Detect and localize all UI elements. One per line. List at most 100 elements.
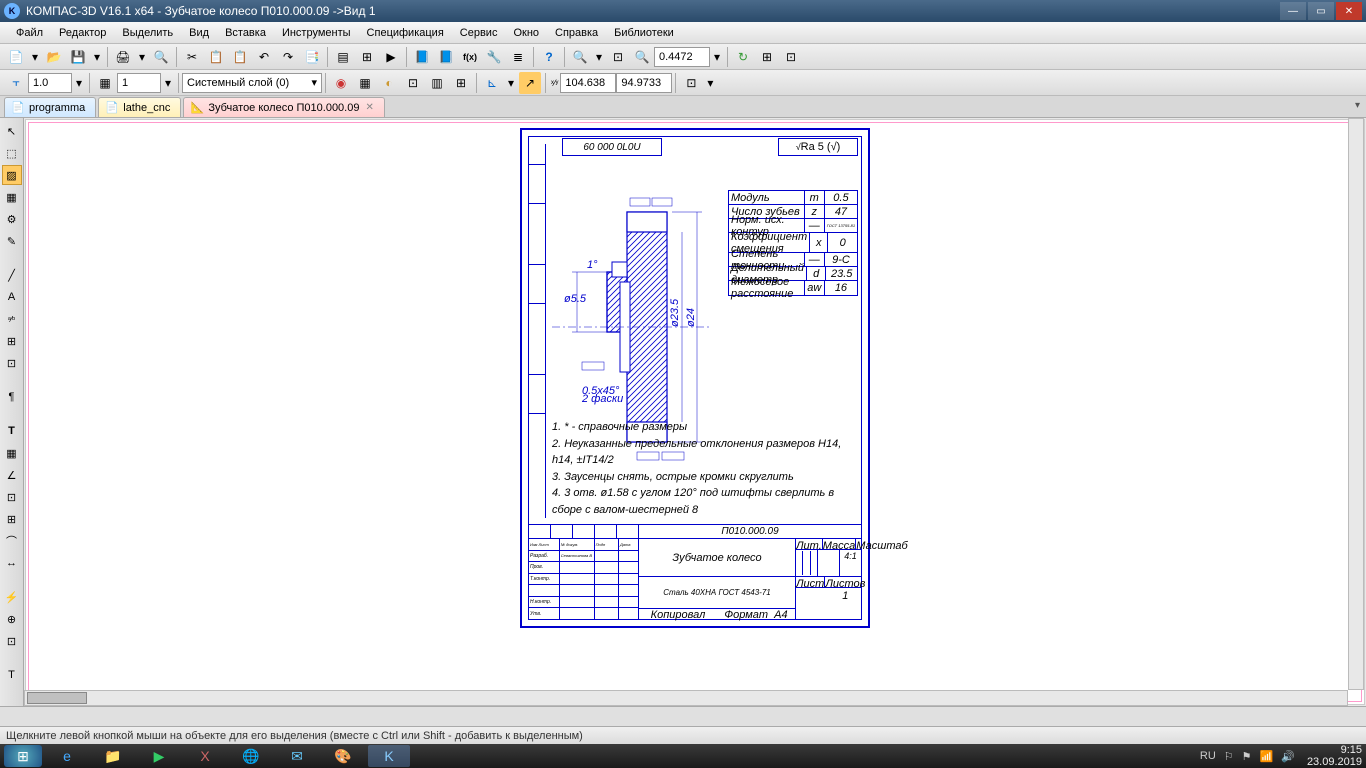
- print-drop-icon[interactable]: ▾: [136, 46, 148, 68]
- list-icon[interactable]: ▤: [332, 46, 354, 68]
- step-input[interactable]: [28, 73, 72, 93]
- menu-editor[interactable]: Редактор: [51, 25, 114, 41]
- open-icon[interactable]: 📂: [43, 46, 65, 68]
- extra1-icon[interactable]: ⊡: [680, 72, 702, 94]
- menu-help[interactable]: Справка: [547, 25, 606, 41]
- lt-tri-icon[interactable]: A: [2, 287, 22, 307]
- taskbar-ie-icon[interactable]: e: [46, 745, 88, 767]
- coord-x-input[interactable]: [560, 73, 616, 93]
- grid-icon[interactable]: ⊞: [356, 46, 378, 68]
- coord-icon[interactable]: ↗: [519, 72, 541, 94]
- taskbar-paint-icon[interactable]: 🎨: [322, 745, 364, 767]
- cut-icon[interactable]: ✂: [181, 46, 203, 68]
- menu-file[interactable]: Файл: [8, 25, 51, 41]
- tab-lathe[interactable]: 📄 lathe_cnc: [98, 97, 181, 117]
- coord-y-input[interactable]: [616, 73, 672, 93]
- start-button[interactable]: ⊞: [4, 745, 42, 767]
- menu-spec[interactable]: Спецификация: [359, 25, 452, 41]
- step-drop-icon[interactable]: ▾: [73, 72, 85, 94]
- lt-frac-icon[interactable]: ᵃ⁄ᵇ: [2, 309, 22, 329]
- menu-service[interactable]: Сервис: [452, 25, 506, 41]
- p4-icon[interactable]: ⊡: [402, 72, 424, 94]
- tabs-overflow-icon[interactable]: ▾: [1355, 100, 1360, 111]
- lt-dim-icon[interactable]: ↔: [2, 553, 22, 573]
- taskbar-x-icon[interactable]: X: [184, 745, 226, 767]
- zoom-out-icon[interactable]: 🔍: [631, 46, 653, 68]
- taskbar-wmp-icon[interactable]: ▶: [138, 745, 180, 767]
- tray-clock[interactable]: 9:15 23.09.2019: [1307, 744, 1362, 768]
- extra-drop-icon[interactable]: ▾: [704, 72, 716, 94]
- menu-libs[interactable]: Библиотеки: [606, 25, 682, 41]
- preview-icon[interactable]: 🔍: [150, 46, 172, 68]
- lt-line-icon[interactable]: ╱: [2, 265, 22, 285]
- lt-angle-icon[interactable]: ∠: [2, 465, 22, 485]
- lt-tb2-icon[interactable]: ⊡: [2, 353, 22, 373]
- redo-icon[interactable]: ↷: [277, 46, 299, 68]
- save-drop-icon[interactable]: ▾: [91, 46, 103, 68]
- menu-view[interactable]: Вид: [181, 25, 217, 41]
- menu-tools[interactable]: Инструменты: [274, 25, 359, 41]
- refresh-icon[interactable]: ↻: [732, 46, 754, 68]
- tab-gear[interactable]: 📐 Зубчатое колесо П010.000.09 ✕: [183, 97, 385, 117]
- close-button[interactable]: ✕: [1336, 2, 1362, 20]
- gridsnap-icon[interactable]: ▦: [94, 72, 116, 94]
- lt-rect-icon[interactable]: ⬚: [2, 143, 22, 163]
- lt-hatch-icon[interactable]: ▨: [2, 165, 22, 185]
- lt-grid2-icon[interactable]: ▦: [2, 187, 22, 207]
- p6-icon[interactable]: ⊞: [450, 72, 472, 94]
- wrench-icon[interactable]: 🔧: [483, 46, 505, 68]
- ortho-drop-icon[interactable]: ▾: [505, 72, 517, 94]
- tray-action-icon[interactable]: ⚐: [1224, 750, 1234, 763]
- lt-box1-icon[interactable]: ⊡: [2, 487, 22, 507]
- menu-window[interactable]: Окно: [505, 25, 547, 41]
- p1-icon[interactable]: ◉: [330, 72, 352, 94]
- tray-net-icon[interactable]: 📶: [1260, 750, 1274, 763]
- lt-table-icon[interactable]: ▦: [2, 443, 22, 463]
- copy-icon[interactable]: 📋: [205, 46, 227, 68]
- zoom-val-drop-icon[interactable]: ▾: [711, 46, 723, 68]
- book2-icon[interactable]: 📘: [435, 46, 457, 68]
- scrollbar-horizontal[interactable]: [24, 690, 1348, 706]
- scroll-thumb[interactable]: [27, 692, 87, 704]
- view2-icon[interactable]: ⊡: [780, 46, 802, 68]
- p2-icon[interactable]: ▦: [354, 72, 376, 94]
- zoom-in-icon[interactable]: 🔍: [569, 46, 591, 68]
- lt-edit-icon[interactable]: ✎: [2, 231, 22, 251]
- doc-icon[interactable]: 📑: [301, 46, 323, 68]
- save-icon[interactable]: 💾: [67, 46, 89, 68]
- tab-close-icon[interactable]: ✕: [365, 102, 373, 113]
- tray-flag-icon[interactable]: ⚑: [1242, 750, 1252, 763]
- zoom-fit-icon[interactable]: ⊡: [607, 46, 629, 68]
- lt-pointer-icon[interactable]: ↖: [2, 121, 22, 141]
- lt-box3-icon[interactable]: ⊡: [2, 631, 22, 651]
- lt-tb1-icon[interactable]: ⊞: [2, 331, 22, 351]
- print-icon[interactable]: 🖨: [112, 46, 134, 68]
- maximize-button[interactable]: ▭: [1308, 2, 1334, 20]
- snap-icon[interactable]: ⫟: [5, 72, 27, 94]
- lt-t2-icon[interactable]: T: [2, 665, 22, 685]
- fx-icon[interactable]: f(x): [459, 46, 481, 68]
- new-icon[interactable]: 📄: [5, 46, 27, 68]
- taskbar-kompas-icon[interactable]: K: [368, 745, 410, 767]
- gridstep-drop-icon[interactable]: ▾: [162, 72, 174, 94]
- p3-icon[interactable]: ◐: [378, 72, 400, 94]
- lt-para-icon[interactable]: ¶: [2, 387, 22, 407]
- lt-arc-icon[interactable]: ⌒: [2, 531, 22, 551]
- zoom-drop-icon[interactable]: ▾: [593, 46, 605, 68]
- menu-select[interactable]: Выделить: [114, 25, 181, 41]
- view1-icon[interactable]: ⊞: [756, 46, 778, 68]
- scrollbar-vertical[interactable]: [1348, 118, 1364, 690]
- undo-icon[interactable]: ↶: [253, 46, 275, 68]
- taskbar-explorer-icon[interactable]: 📁: [92, 745, 134, 767]
- lt-target-icon[interactable]: ⊕: [2, 609, 22, 629]
- lt-bolt-icon[interactable]: ⚡: [2, 587, 22, 607]
- zoom-input[interactable]: [654, 47, 710, 67]
- taskbar-chrome-icon[interactable]: 🌐: [230, 745, 272, 767]
- play-icon[interactable]: ▶: [380, 46, 402, 68]
- taskbar-mail-icon[interactable]: ✉: [276, 745, 318, 767]
- help-icon[interactable]: ?: [538, 46, 560, 68]
- tab-programma[interactable]: 📄 programma: [4, 97, 96, 117]
- minimize-button[interactable]: —: [1280, 2, 1306, 20]
- lt-gear-icon[interactable]: ⚙: [2, 209, 22, 229]
- paste-icon[interactable]: 📋: [229, 46, 251, 68]
